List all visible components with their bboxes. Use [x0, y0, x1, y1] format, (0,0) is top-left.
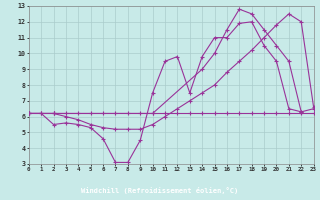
Text: Windchill (Refroidissement éolien,°C): Windchill (Refroidissement éolien,°C): [81, 188, 239, 194]
